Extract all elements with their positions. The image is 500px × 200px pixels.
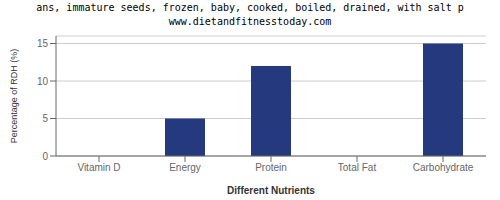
svg-text:Vitamin D: Vitamin D	[77, 162, 120, 173]
svg-text:Carbohydrate: Carbohydrate	[413, 162, 474, 173]
svg-text:5: 5	[42, 113, 48, 124]
svg-text:15: 15	[37, 38, 49, 49]
svg-text:Different Nutrients: Different Nutrients	[227, 185, 315, 196]
html-text:ans, immature seeds, frozen, b: ans, immature seeds, frozen, baby, cooke…	[36, 2, 464, 13]
html-text:www.dietandfitnesstoday.com: www.dietandfitnesstoday.com	[168, 16, 332, 27]
svg-text:0: 0	[42, 151, 48, 162]
svg-text:Percentage of RDH (%): Percentage of RDH (%)	[9, 49, 19, 144]
svg-text:Total Fat: Total Fat	[338, 162, 377, 173]
svg-text:10: 10	[37, 76, 49, 87]
svg-text:Energy: Energy	[169, 162, 201, 173]
svg-text:Protein: Protein	[255, 162, 287, 173]
